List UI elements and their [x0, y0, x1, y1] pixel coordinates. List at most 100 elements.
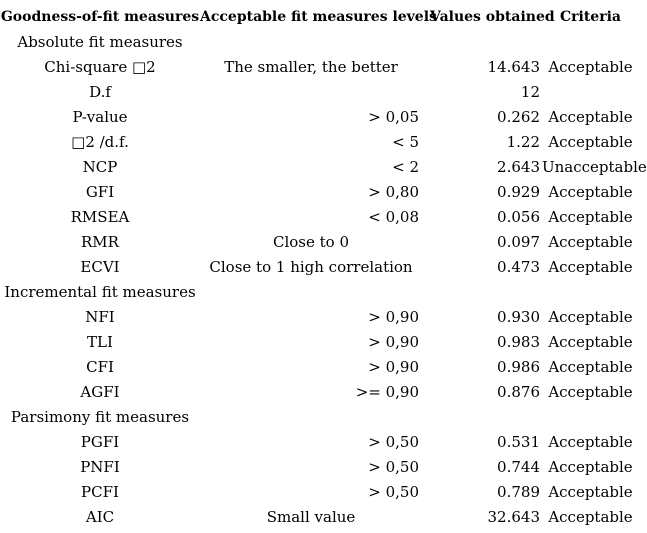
- value-obtained: 1.22: [506, 133, 540, 151]
- fit-level: > 0,05: [368, 108, 419, 126]
- value-obtained: 12: [520, 83, 540, 101]
- criteria-status: Acceptable: [548, 433, 633, 451]
- fit-level: Close to 1 high correlation: [209, 258, 413, 276]
- measure-name: AGFI: [80, 383, 120, 401]
- table-row: ECVI Close to 1 high correlation 0.473 Acce…: [0, 255, 647, 280]
- criteria-status: Acceptable: [548, 108, 633, 126]
- table-row: TLI > 0,90 0.983 Acceptable: [0, 330, 647, 355]
- measure-name: RMSEA: [70, 208, 130, 226]
- value-obtained: 0.097: [497, 233, 540, 251]
- measure-name: GFI: [85, 183, 115, 201]
- fit-level: [200, 30, 430, 55]
- measure-name: ECVI: [80, 258, 120, 276]
- measure-name: □2 /d.f.: [71, 133, 129, 151]
- criteria-status: Acceptable: [548, 233, 633, 251]
- table-row: NCP < 2 2.643 Unacceptable: [0, 155, 647, 180]
- measure-name: PNFI: [80, 458, 120, 476]
- criteria-status: Acceptable: [548, 208, 633, 226]
- table-row: Chi-square □2 The smaller, the better 14.6…: [0, 55, 647, 80]
- table-row: D.f 12: [0, 80, 647, 105]
- value-obtained: 0.986: [497, 358, 540, 376]
- fit-level: < 2: [392, 158, 419, 176]
- measure-name: Chi-square □2: [44, 58, 156, 76]
- criteria-status: Acceptable: [548, 383, 633, 401]
- criteria-status: Acceptable: [548, 358, 633, 376]
- value-obtained: 0.930: [497, 308, 540, 326]
- table-row: RMR Close to 0 0.097 Acceptable: [0, 230, 647, 255]
- col-header-criteria: Criteria: [560, 9, 621, 25]
- measure-name: PCFI: [81, 483, 119, 501]
- criteria-status: [542, 80, 647, 105]
- table-row: AIC Small value 32.643 Acceptable: [0, 505, 647, 530]
- measure-name: TLI: [87, 333, 113, 351]
- table-row: PGFI > 0,50 0.531 Acceptable: [0, 430, 647, 455]
- fit-level: [200, 80, 430, 105]
- criteria-status: Unacceptable: [542, 158, 647, 176]
- fit-level: > 0,80: [368, 183, 419, 201]
- col-header-values: Values obtained: [430, 9, 555, 25]
- section-title: Parsimony fit measures: [10, 408, 190, 426]
- table-row: GFI > 0,80 0.929 Acceptable: [0, 180, 647, 205]
- criteria-status: Acceptable: [548, 458, 633, 476]
- fit-level: > 0,50: [368, 458, 419, 476]
- table-row: RMSEA < 0,08 0.056 Acceptable: [0, 205, 647, 230]
- criteria-status: Acceptable: [548, 508, 633, 526]
- table-header-row: Goodness-of-fit measures Acceptable fit …: [0, 5, 647, 30]
- value-obtained: 0.983: [497, 333, 540, 351]
- fit-level: > 0,90: [368, 333, 419, 351]
- criteria-status: Acceptable: [548, 133, 633, 151]
- table-row: PNFI > 0,50 0.744 Acceptable: [0, 455, 647, 480]
- value-obtained: [430, 30, 542, 55]
- value-obtained: 0.876: [497, 383, 540, 401]
- table-row: NFI > 0,90 0.930 Acceptable: [0, 305, 647, 330]
- criteria-status: [542, 30, 647, 55]
- fit-level: [200, 280, 430, 305]
- fit-level: Close to 0: [272, 233, 350, 251]
- table-row: CFI > 0,90 0.986 Acceptable: [0, 355, 647, 380]
- criteria-status: [542, 405, 647, 430]
- measure-name: NFI: [85, 308, 115, 326]
- fit-level: Small value: [266, 508, 356, 526]
- measure-name: P-value: [72, 108, 128, 126]
- table-body: Absolute fit measures Chi-square □2 The sm…: [0, 30, 647, 530]
- fit-level: < 0,08: [368, 208, 419, 226]
- value-obtained: 14.643: [487, 58, 541, 76]
- criteria-status: Acceptable: [548, 333, 633, 351]
- value-obtained: [430, 405, 542, 430]
- table-row: PCFI > 0,50 0.789 Acceptable: [0, 480, 647, 505]
- value-obtained: [430, 280, 542, 305]
- criteria-status: Acceptable: [548, 308, 633, 326]
- table-row: AGFI >= 0,90 0.876 Acceptable: [0, 380, 647, 405]
- measure-name: AIC: [85, 508, 115, 526]
- criteria-status: Acceptable: [548, 258, 633, 276]
- value-obtained: 0.929: [497, 183, 540, 201]
- fit-level: > 0,50: [368, 483, 419, 501]
- fit-level: >= 0,90: [355, 383, 419, 401]
- measure-name: D.f: [89, 83, 111, 101]
- value-obtained: 0.262: [497, 108, 540, 126]
- fit-level: < 5: [392, 133, 419, 151]
- section-row: Incremental fit measures: [0, 280, 647, 305]
- criteria-status: [542, 280, 647, 305]
- table-row: P-value > 0,05 0.262 Acceptable: [0, 105, 647, 130]
- value-obtained: 0.056: [497, 208, 540, 226]
- fit-level: [200, 405, 430, 430]
- fit-level: > 0,50: [368, 433, 419, 451]
- table-row: □2 /d.f. < 5 1.22 Acceptable: [0, 130, 647, 155]
- fit-level: > 0,90: [368, 358, 419, 376]
- value-obtained: 2.643: [497, 158, 540, 176]
- measure-name: CFI: [86, 358, 114, 376]
- section-row: Absolute fit measures: [0, 30, 647, 55]
- value-obtained: 32.643: [487, 508, 541, 526]
- section-title: Absolute fit measures: [17, 33, 183, 51]
- section-title: Incremental fit measures: [4, 283, 196, 301]
- criteria-status: Acceptable: [548, 183, 633, 201]
- col-header-levels: Acceptable fit measures levels: [200, 9, 437, 25]
- section-row: Parsimony fit measures: [0, 405, 647, 430]
- criteria-status: Acceptable: [548, 483, 633, 501]
- value-obtained: 0.531: [497, 433, 540, 451]
- value-obtained: 0.744: [497, 458, 540, 476]
- value-obtained: 0.789: [497, 483, 540, 501]
- measure-name: NCP: [82, 158, 118, 176]
